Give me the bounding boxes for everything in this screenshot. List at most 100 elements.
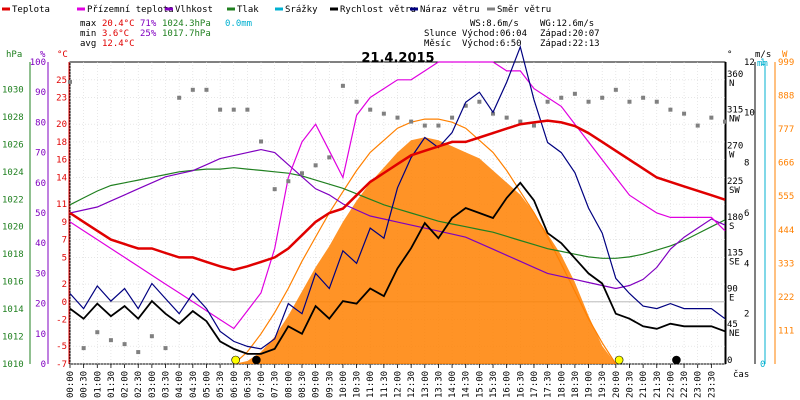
series-rychlost-vetru [69, 181, 726, 355]
y-tick-degc: 11 [56, 200, 67, 210]
wind-direction-point [572, 91, 577, 96]
legend-label: Vlhkost [175, 5, 213, 15]
y-tick-dir: 90 [727, 284, 738, 294]
wind-direction-point [422, 123, 427, 128]
y-tick-pct: 70 [35, 149, 46, 159]
wind-direction-point [641, 95, 646, 100]
y-tick-dir: 360 [727, 70, 743, 80]
y-tick-dir: 0 [727, 356, 732, 366]
wind-direction-point [695, 123, 700, 128]
wind-direction-point [149, 334, 154, 339]
y-tick-dir-name: W [729, 150, 735, 160]
wind-direction-point [286, 179, 291, 184]
stat-max-label: max [80, 19, 97, 29]
legend-label: Teplota [12, 5, 50, 15]
y-tick-degc: 2 [62, 280, 67, 290]
y-tick-degc: 0 [62, 298, 67, 308]
x-tick-label: 23:00 [694, 371, 704, 398]
axis-label-degc: °C [57, 50, 68, 60]
x-tick-label: 07:00 [257, 371, 267, 398]
wind-gust-max: WG:12.6m/s [540, 19, 594, 29]
series-teoreticky-svit [233, 118, 617, 365]
wind-direction-point [122, 342, 127, 347]
x-tick-label: 05:30 [216, 371, 226, 398]
wind-direction-point [436, 123, 441, 128]
x-tick-label: 23:30 [707, 371, 717, 398]
wind-direction-point [354, 99, 359, 104]
stat-max-rain: 0.0mm [225, 19, 252, 29]
y-tick-mm: 0 [760, 360, 765, 370]
y-tick-dir-name: E [729, 293, 734, 303]
y-tick-w: 111 [778, 326, 794, 336]
x-tick-label: 19:30 [598, 371, 608, 398]
wind-speed-max: WS:8.6m/s [470, 19, 519, 29]
legend-label: Náraz větru [420, 5, 480, 15]
x-tick-label: 04:00 [175, 371, 185, 398]
y-tick-ms: 8 [744, 159, 749, 169]
axis-label-pct: % [40, 50, 46, 60]
x-tick-label: 20:00 [612, 371, 622, 398]
series-tlak [69, 167, 726, 259]
stat-min-hum: 25% [140, 29, 157, 39]
y-tick-dir: 135 [727, 249, 743, 259]
y-tick-dir: 45 [727, 320, 738, 330]
y-tick-degc: 5 [62, 253, 67, 263]
legend: Teplota Přízemní teplota Vlhkost Tlak Srážky… [2, 5, 551, 15]
x-tick-label: 01:30 [107, 371, 117, 398]
y-tick-dir-name: SW [729, 186, 740, 196]
y-tick-degc: -2 [56, 316, 67, 326]
y-tick-hpa: 1012 [2, 333, 24, 343]
moon-rise: Východ:6:50 [462, 39, 522, 49]
wind-direction-point [299, 171, 304, 176]
y-tick-hpa: 1026 [2, 140, 24, 150]
y-tick-hpa: 1024 [2, 168, 24, 178]
x-tick-label: 10:00 [339, 371, 349, 398]
wind-direction-point [723, 119, 727, 124]
x-tick-label: 15:30 [489, 371, 499, 398]
wind-direction-point [108, 338, 113, 343]
y-tick-degc: 16 [56, 156, 67, 166]
wind-direction-point [477, 99, 482, 104]
y-tick-dir-name: NW [729, 115, 740, 125]
x-tick-label: 22:00 [666, 371, 676, 398]
axis-label-ms: m/s [755, 50, 771, 60]
wind-direction-point [682, 111, 687, 116]
chart-title: 21.4.2015 [361, 51, 434, 66]
wind-direction-point [204, 87, 209, 92]
y-tick-w: 333 [778, 259, 794, 269]
x-tick-label: 00:00 [66, 371, 76, 398]
x-tick-label: 19:00 [585, 371, 595, 398]
y-tick-ms: 4 [744, 259, 749, 269]
sun-set: Západ:20:07 [540, 29, 600, 39]
x-tick-label: 13:30 [434, 371, 444, 398]
y-tick-hpa: 1016 [2, 278, 24, 288]
wind-direction-point [668, 107, 673, 112]
y-tick-w: 777 [778, 125, 794, 135]
y-tick-degc: -5 [56, 342, 67, 352]
wind-direction-point [95, 330, 100, 335]
stat-min-label: min [80, 29, 96, 39]
y-tick-ms: 10 [744, 108, 755, 118]
stat-max-temp: 20.4°C [102, 19, 135, 29]
wind-direction-point [531, 123, 536, 128]
y-tick-ms: 12 [744, 58, 755, 68]
y-tick-ms: 2 [744, 310, 749, 320]
y-tick-hpa: 1018 [2, 250, 24, 260]
wind-direction-point [272, 187, 277, 192]
y-tick-pct: 100 [30, 58, 46, 68]
x-tick-label: 10:30 [353, 371, 363, 398]
y-tick-dir: 180 [727, 213, 743, 223]
wind-direction-point [381, 111, 386, 116]
x-tick-label: 09:00 [312, 371, 322, 398]
plot-area [68, 44, 727, 365]
wind-direction-point [409, 119, 414, 124]
series-slunecni-svit [233, 137, 616, 364]
x-tick-label: 13:00 [421, 371, 431, 398]
x-tick-label: 03:30 [162, 371, 172, 398]
legend-label: Směr větru [497, 5, 551, 15]
y-tick-degc: 20 [56, 120, 67, 130]
stat-min-press: 1017.7hPa [162, 29, 211, 39]
y-tick-degc: 23 [56, 94, 67, 104]
x-tick-label: 02:30 [134, 371, 144, 398]
